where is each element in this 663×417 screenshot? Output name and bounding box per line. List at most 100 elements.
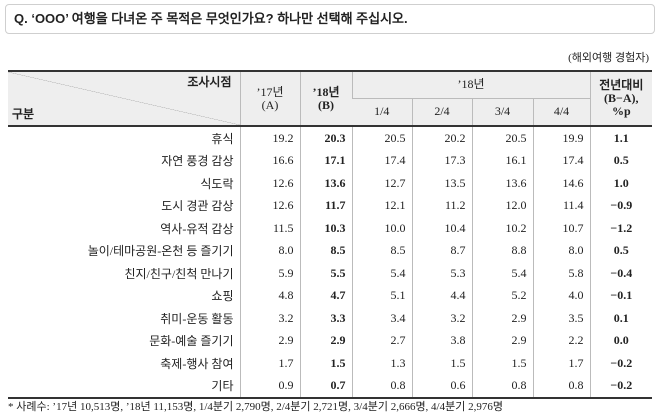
cell: 12.6 bbox=[239, 194, 300, 217]
cell: 5.2 bbox=[471, 284, 533, 307]
cell: 10.3 bbox=[299, 217, 352, 240]
results-table: 조사시점 구분 ’17년 (A) ’18년 (B) ’18년 전년대비 (B−A), %p… bbox=[8, 70, 653, 399]
cell: 4.7 bbox=[299, 284, 352, 307]
cell: 8.0 bbox=[239, 239, 300, 262]
cell: 3.2 bbox=[411, 307, 472, 330]
question: Q. ‘OOO’ 여행을 다녀온 주 목적은 무엇인가요? 하나만 선택해 주십… bbox=[5, 4, 655, 34]
col-diff: 전년대비 (B−A), %p bbox=[589, 70, 653, 127]
cell: 0.8 bbox=[471, 374, 533, 399]
cell: 12.6 bbox=[239, 172, 300, 195]
row-label: 자연 풍경 감상 bbox=[161, 154, 234, 169]
col-b: ’18년 (B) bbox=[299, 70, 352, 127]
table-row: 역사-유적 감상 11.5 10.3 10.0 10.4 10.2 10.7 −1.2 bbox=[8, 217, 653, 240]
cell: 3.8 bbox=[411, 329, 472, 352]
row-label: 역사-유적 감상 bbox=[160, 221, 234, 236]
cell: 13.5 bbox=[411, 172, 472, 195]
cell: 2.9 bbox=[471, 329, 533, 352]
cell: 8.8 bbox=[471, 239, 533, 262]
cell: 10.4 bbox=[411, 217, 472, 240]
cell: 1.1 bbox=[589, 126, 653, 150]
cell: −0.2 bbox=[589, 352, 653, 375]
cell: 0.8 bbox=[351, 374, 412, 399]
table-row: 도시 경관 감상 12.6 11.7 12.1 11.2 12.0 11.4 −0.9 bbox=[8, 194, 653, 217]
table-row: 쇼핑 4.8 4.7 5.1 4.4 5.2 4.0 −0.1 bbox=[8, 284, 653, 307]
cell: 16.6 bbox=[239, 149, 300, 172]
cell: 4.8 bbox=[239, 284, 300, 307]
cell: 3.4 bbox=[351, 307, 412, 330]
cell: 17.4 bbox=[351, 149, 412, 172]
table-row: 놀이/테마공원-온천 등 즐기기 8.0 8.5 8.5 8.7 8.8 8.0 0.5 bbox=[8, 239, 653, 262]
cell: 2.2 bbox=[532, 329, 591, 352]
cell: 19.9 bbox=[532, 126, 591, 150]
corner: 조사시점 구분 bbox=[8, 70, 240, 127]
cell: 20.5 bbox=[351, 126, 412, 150]
row-label: 도시 경관 감상 bbox=[161, 199, 234, 214]
col-a: ’17년 (A) bbox=[239, 70, 300, 127]
cell: 13.6 bbox=[471, 172, 533, 195]
cell: 17.1 bbox=[299, 149, 352, 172]
row-label: 축제-행사 참여 bbox=[160, 356, 234, 371]
col-a-l2: (A) bbox=[261, 97, 279, 112]
cell: 2.9 bbox=[299, 329, 352, 352]
cell: 4.4 bbox=[411, 284, 472, 307]
cell: 1.5 bbox=[299, 352, 352, 375]
table-row: 축제-행사 참여 1.7 1.5 1.3 1.5 1.5 1.7 −0.2 bbox=[8, 352, 653, 375]
cell: 2.9 bbox=[239, 329, 300, 352]
cell: 5.9 bbox=[239, 262, 300, 285]
cell: 2.9 bbox=[471, 307, 533, 330]
note: (해외여행 경험자) bbox=[568, 52, 649, 64]
cell: 3.5 bbox=[532, 307, 591, 330]
cell: 0.8 bbox=[532, 374, 591, 399]
cell: 4.0 bbox=[532, 284, 591, 307]
table-row: 기타 0.9 0.7 0.8 0.6 0.8 0.8 −0.2 bbox=[8, 374, 653, 399]
cell: 1.3 bbox=[351, 352, 412, 375]
row-label: 기타 bbox=[8, 374, 240, 399]
cell: 0.5 bbox=[589, 239, 653, 262]
table-row: 친지/친구/친척 만나기 5.9 5.5 5.4 5.3 5.4 5.8 −0.4 bbox=[8, 262, 653, 285]
quarter: 3/4 bbox=[471, 97, 533, 127]
cell: 19.2 bbox=[239, 126, 300, 150]
cell: 5.1 bbox=[351, 284, 412, 307]
table-row: 휴식 19.2 20.3 20.5 20.2 20.5 19.9 1.1 bbox=[8, 126, 653, 150]
footnote: * 사례수: ’17년 10,513명, ’18년 11,153명, 1/4분기… bbox=[8, 401, 503, 413]
cell: 11.4 bbox=[532, 194, 591, 217]
cell: 16.1 bbox=[471, 149, 533, 172]
cell: 5.5 bbox=[299, 262, 352, 285]
table-row: 식도락 12.6 13.6 12.7 13.5 13.6 14.6 1.0 bbox=[8, 172, 653, 195]
quarter: 1/4 bbox=[352, 97, 412, 127]
cell: 17.4 bbox=[532, 149, 591, 172]
cell: 2.7 bbox=[351, 329, 412, 352]
col-b-l2: (B) bbox=[318, 97, 334, 112]
cell: 1.7 bbox=[532, 352, 591, 375]
col-diff-l3: %p bbox=[611, 104, 631, 118]
cell: 1.0 bbox=[589, 172, 653, 195]
cell: −0.2 bbox=[589, 374, 653, 399]
cell: −0.9 bbox=[589, 194, 653, 217]
cell: 10.0 bbox=[351, 217, 412, 240]
row-label: 쇼핑 bbox=[211, 289, 234, 304]
cell: 17.3 bbox=[411, 149, 472, 172]
cell: 20.5 bbox=[471, 126, 533, 150]
cell: 3.2 bbox=[239, 307, 300, 330]
cell: 12.7 bbox=[351, 172, 412, 195]
cell: 10.2 bbox=[471, 217, 533, 240]
cell: 8.5 bbox=[351, 239, 412, 262]
cell: 13.6 bbox=[299, 172, 352, 195]
cell: 20.2 bbox=[411, 126, 472, 150]
cell: 0.1 bbox=[589, 307, 653, 330]
cell: 14.6 bbox=[532, 172, 591, 195]
cell: 10.7 bbox=[532, 217, 591, 240]
corner-bottom: 구분 bbox=[12, 107, 35, 121]
cell: 11.7 bbox=[299, 194, 352, 217]
row-label: 취미-운동 활동 bbox=[160, 311, 234, 326]
table-row: 문화-예술 즐기기 2.9 2.9 2.7 3.8 2.9 2.2 0.0 bbox=[8, 329, 653, 352]
cell: 12.0 bbox=[471, 194, 533, 217]
cell: 8.5 bbox=[299, 239, 352, 262]
table-row: 취미-운동 활동 3.2 3.3 3.4 3.2 2.9 3.5 0.1 bbox=[8, 307, 653, 330]
cell: 11.2 bbox=[411, 194, 472, 217]
col-a-l1: ’17년 bbox=[256, 84, 284, 99]
quarter: 4/4 bbox=[532, 97, 591, 127]
table-row: 자연 풍경 감상 16.6 17.1 17.4 17.3 16.1 17.4 0.5 bbox=[8, 149, 653, 172]
col-diff-l2: (B−A), bbox=[604, 91, 639, 105]
